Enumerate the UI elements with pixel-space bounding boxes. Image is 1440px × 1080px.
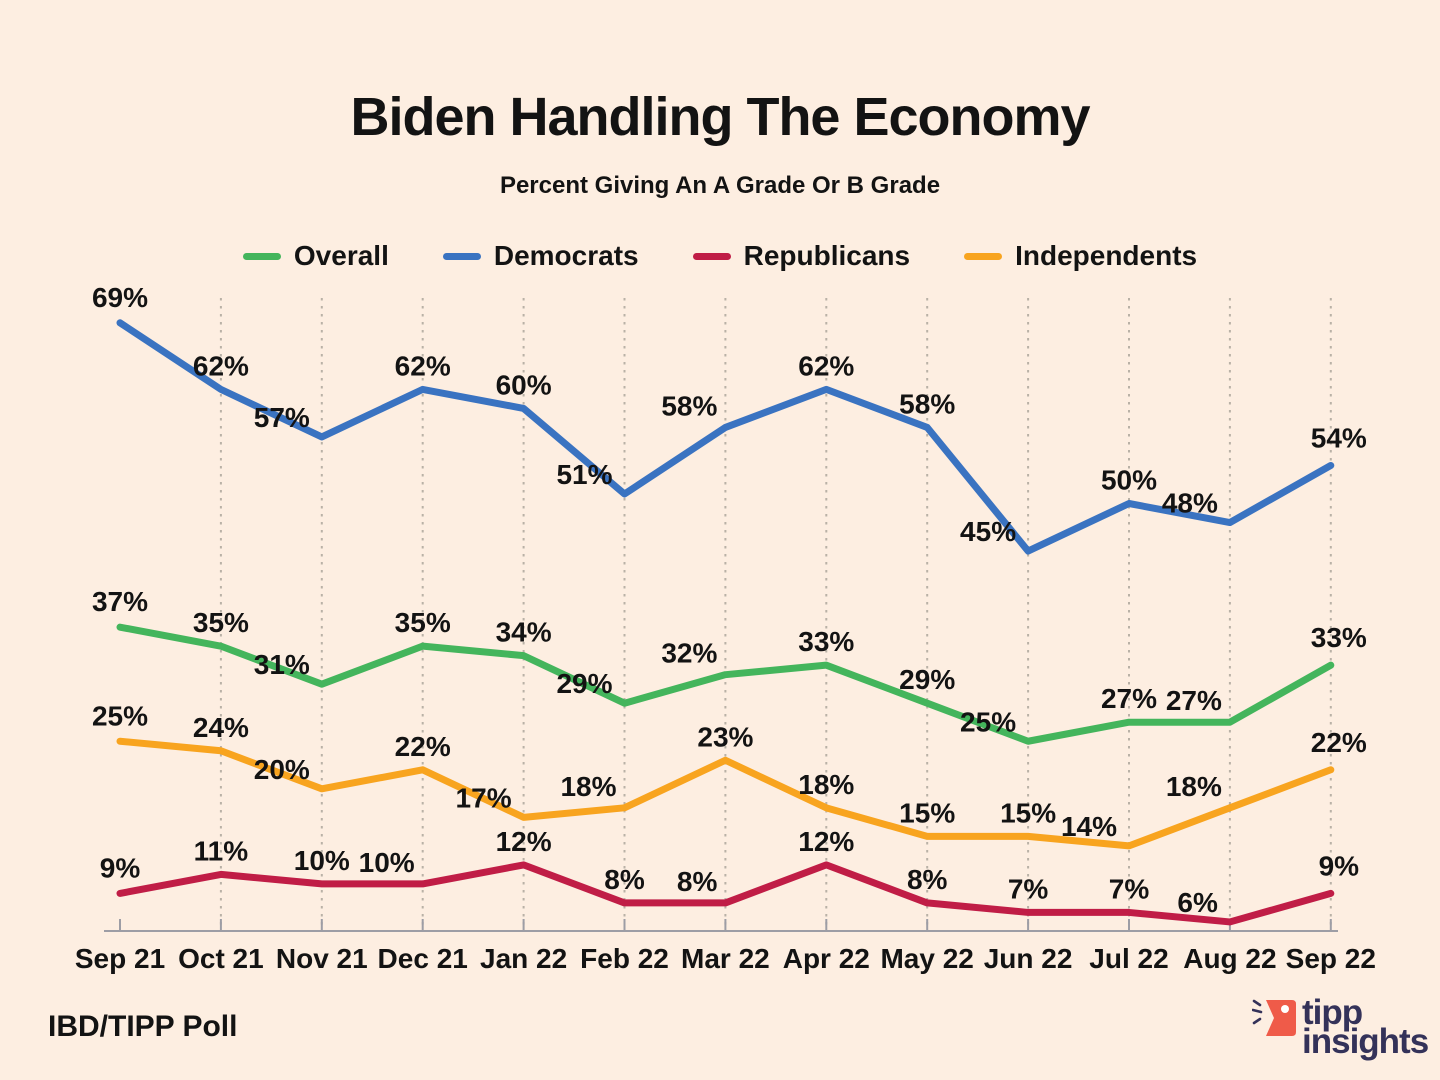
series-line-independents	[116, 737, 1335, 850]
x-axis-label: Oct 21	[178, 943, 264, 974]
data-label-democrats: 62%	[395, 350, 451, 381]
data-label-overall: 34%	[496, 617, 552, 648]
data-label-democrats: 51%	[556, 459, 612, 490]
x-axis-label: Jul 22	[1089, 943, 1168, 974]
data-label-democrats: 62%	[193, 350, 249, 381]
data-label-democrats: 69%	[92, 282, 148, 313]
data-label-republicans: 8%	[677, 866, 718, 897]
legend-swatch-independents	[964, 252, 1003, 260]
data-label-overall: 29%	[556, 668, 612, 699]
x-axis-label: Sep 22	[1286, 943, 1376, 974]
data-label-democrats: 48%	[1162, 488, 1218, 519]
page-subtitle: Percent Giving An A Grade Or B Grade	[499, 172, 941, 199]
logo-word-2: insights	[1302, 1021, 1429, 1061]
data-label-democrats: 62%	[798, 350, 854, 381]
data-label-republicans: 9%	[1319, 850, 1360, 881]
legend-label: Independents	[1015, 240, 1198, 271]
data-label-republicans: 7%	[1008, 873, 1049, 904]
data-label-independents: 22%	[395, 731, 451, 762]
data-label-republicans: 7%	[1109, 873, 1150, 904]
logo-wordmark: tipp insights	[1302, 993, 1429, 1061]
x-axis-label: Jan 22	[480, 943, 567, 974]
data-label-independents: 15%	[899, 797, 955, 828]
x-axis-label: Sep 21	[75, 943, 165, 974]
data-label-independents: 20%	[254, 754, 310, 785]
data-label-independents: 22%	[1311, 727, 1367, 758]
x-axis-label: Aug 22	[1183, 943, 1276, 974]
legend-item-republicans: Republicans	[692, 240, 911, 272]
data-label-republicans: 12%	[798, 826, 854, 857]
data-label-independents: 18%	[560, 771, 616, 802]
legend-swatch-democrats	[442, 252, 481, 260]
tipp-flag-icon	[1252, 999, 1296, 1036]
data-label-independents: 24%	[193, 712, 249, 743]
data-label-democrats: 57%	[254, 402, 310, 433]
data-label-democrats: 60%	[496, 369, 552, 400]
data-label-overall: 33%	[798, 626, 854, 657]
data-label-overall: 37%	[92, 586, 148, 617]
data-label-independents: 17%	[456, 782, 512, 813]
page-title: Biden Handling The Economy	[350, 87, 1090, 147]
legend-label: Democrats	[493, 240, 639, 271]
data-label-democrats: 54%	[1311, 422, 1367, 453]
legend-item-democrats: Democrats	[442, 240, 639, 272]
legend-swatch-overall	[242, 252, 281, 260]
x-axis-label: May 22	[880, 943, 973, 974]
x-axis-label: Mar 22	[681, 943, 770, 974]
series-line-republicans	[116, 861, 1335, 926]
data-label-independents: 18%	[798, 769, 854, 800]
data-label-republicans: 12%	[496, 826, 552, 857]
legend-item-overall: Overall	[242, 240, 389, 272]
data-label-independents: 14%	[1061, 811, 1117, 842]
legend-swatch-republicans	[692, 252, 731, 260]
data-label-overall: 25%	[960, 706, 1016, 737]
data-label-republicans: 11%	[194, 835, 249, 866]
data-label-republicans: 9%	[100, 852, 141, 883]
x-axis-label: Feb 22	[580, 943, 669, 974]
data-label-republicans: 8%	[907, 864, 948, 895]
series-line-overall	[116, 623, 1335, 745]
data-label-democrats: 58%	[661, 390, 717, 421]
data-label-democrats: 58%	[899, 388, 955, 419]
data-label-republicans: 10%	[294, 845, 350, 876]
legend-label: Republicans	[743, 240, 911, 271]
data-label-overall: 29%	[899, 664, 955, 695]
data-label-republicans: 6%	[1177, 887, 1218, 918]
data-label-independents: 25%	[92, 700, 148, 731]
data-label-overall: 35%	[193, 607, 249, 638]
data-label-overall: 27%	[1101, 683, 1157, 714]
legend-label: Overall	[293, 240, 389, 271]
x-axis-label: Jun 22	[984, 943, 1073, 974]
logo-word-1: tipp	[1302, 993, 1363, 1032]
data-label-overall: 32%	[661, 638, 717, 669]
tipp-insights-logo: tipp insights	[1252, 993, 1429, 1061]
series-line-democrats	[116, 319, 1335, 555]
data-label-republicans: 8%	[604, 864, 645, 895]
data-label-overall: 35%	[395, 607, 451, 638]
x-axis-label: Nov 21	[276, 943, 368, 974]
data-label-overall: 33%	[1311, 622, 1367, 653]
data-label-republicans: 10%	[359, 847, 415, 878]
data-label-independents: 23%	[697, 721, 753, 752]
data-label-democrats: 45%	[960, 516, 1016, 547]
legend-item-independents: Independents	[964, 240, 1197, 272]
source-label: IBD/TIPP Poll	[48, 1010, 238, 1043]
x-axis-label: Dec 21	[378, 943, 468, 974]
chart-legend: Overall Democrats Republicans Independents	[0, 240, 1440, 272]
data-label-independents: 15%	[1000, 797, 1056, 828]
data-label-overall: 27%	[1166, 685, 1222, 716]
data-label-democrats: 50%	[1101, 465, 1157, 496]
x-axis-label: Apr 22	[783, 943, 870, 974]
data-label-overall: 31%	[254, 649, 310, 680]
data-label-independents: 18%	[1166, 771, 1222, 802]
